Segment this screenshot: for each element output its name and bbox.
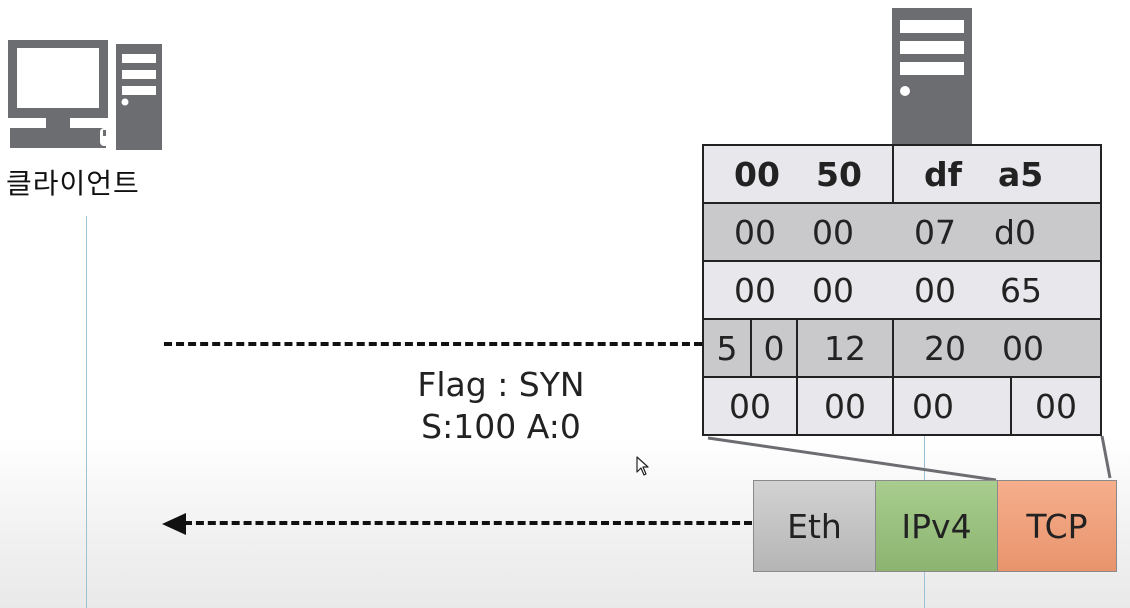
byte-value: 00 bbox=[734, 270, 776, 310]
server-tower-icon bbox=[892, 8, 972, 144]
seq-ack-text: S:100 A:0 bbox=[421, 407, 581, 446]
header-row: 00 50 df a5 bbox=[704, 146, 1100, 204]
header-cell: 00 50 bbox=[704, 146, 892, 202]
byte-value: 20 bbox=[924, 328, 966, 368]
response-dashed-line bbox=[184, 521, 752, 525]
arrow-left-icon bbox=[162, 513, 186, 535]
mouse-cursor-icon bbox=[636, 456, 649, 476]
header-cell: 00 bbox=[1010, 378, 1100, 434]
byte-value: d0 bbox=[994, 212, 1036, 252]
header-cell: 00 00 00 65 bbox=[704, 262, 1100, 318]
syn-dashed-line bbox=[164, 342, 702, 346]
byte-value: 00 bbox=[734, 212, 776, 252]
header-cell: 00 bbox=[796, 378, 892, 434]
packet-flag-label: Flag : SYN S:100 A:0 bbox=[380, 364, 622, 448]
desktop-computer-icon bbox=[8, 40, 162, 150]
byte-value: 50 bbox=[816, 154, 862, 194]
byte-value: 00 bbox=[812, 270, 854, 310]
client-timeline bbox=[86, 216, 87, 608]
tcp-header-table: 00 50 df a5 00 00 07 d0 00 00 00 65 5 0 … bbox=[702, 144, 1102, 436]
byte-value: 65 bbox=[1000, 270, 1042, 310]
byte-value: 00 bbox=[912, 386, 954, 426]
byte-value: 00 bbox=[914, 270, 956, 310]
data-offset-cell: 5 bbox=[716, 328, 738, 368]
byte-value: df bbox=[924, 154, 962, 194]
byte-value: 00 bbox=[812, 212, 854, 252]
window-cell: 20 00 bbox=[892, 320, 1100, 376]
tcp-segment: TCP bbox=[997, 480, 1117, 572]
header-cell: 00 00 07 d0 bbox=[704, 204, 1100, 260]
byte-value: 00 bbox=[1002, 328, 1044, 368]
header-cell: 00 bbox=[729, 386, 771, 426]
flag-text: Flag : SYN bbox=[417, 365, 585, 404]
header-cell: 00 bbox=[892, 378, 1010, 434]
byte-value: 00 bbox=[734, 154, 780, 194]
client-label: 클라이언트 bbox=[6, 167, 140, 200]
ipv4-segment: IPv4 bbox=[875, 480, 998, 572]
reserved-cell: 0 bbox=[750, 320, 796, 376]
header-row: 00 00 00 00 bbox=[704, 378, 1100, 434]
byte-value: a5 bbox=[998, 154, 1044, 194]
zoom-connector-lines bbox=[707, 435, 1112, 482]
byte-value: 07 bbox=[914, 212, 956, 252]
eth-segment: Eth bbox=[753, 480, 876, 572]
header-row: 00 00 00 65 bbox=[704, 262, 1100, 320]
flags-cell: 12 bbox=[796, 320, 892, 376]
header-cell: df a5 bbox=[892, 146, 1100, 202]
header-row: 00 00 07 d0 bbox=[704, 204, 1100, 262]
header-row: 5 0 12 20 00 bbox=[704, 320, 1100, 378]
